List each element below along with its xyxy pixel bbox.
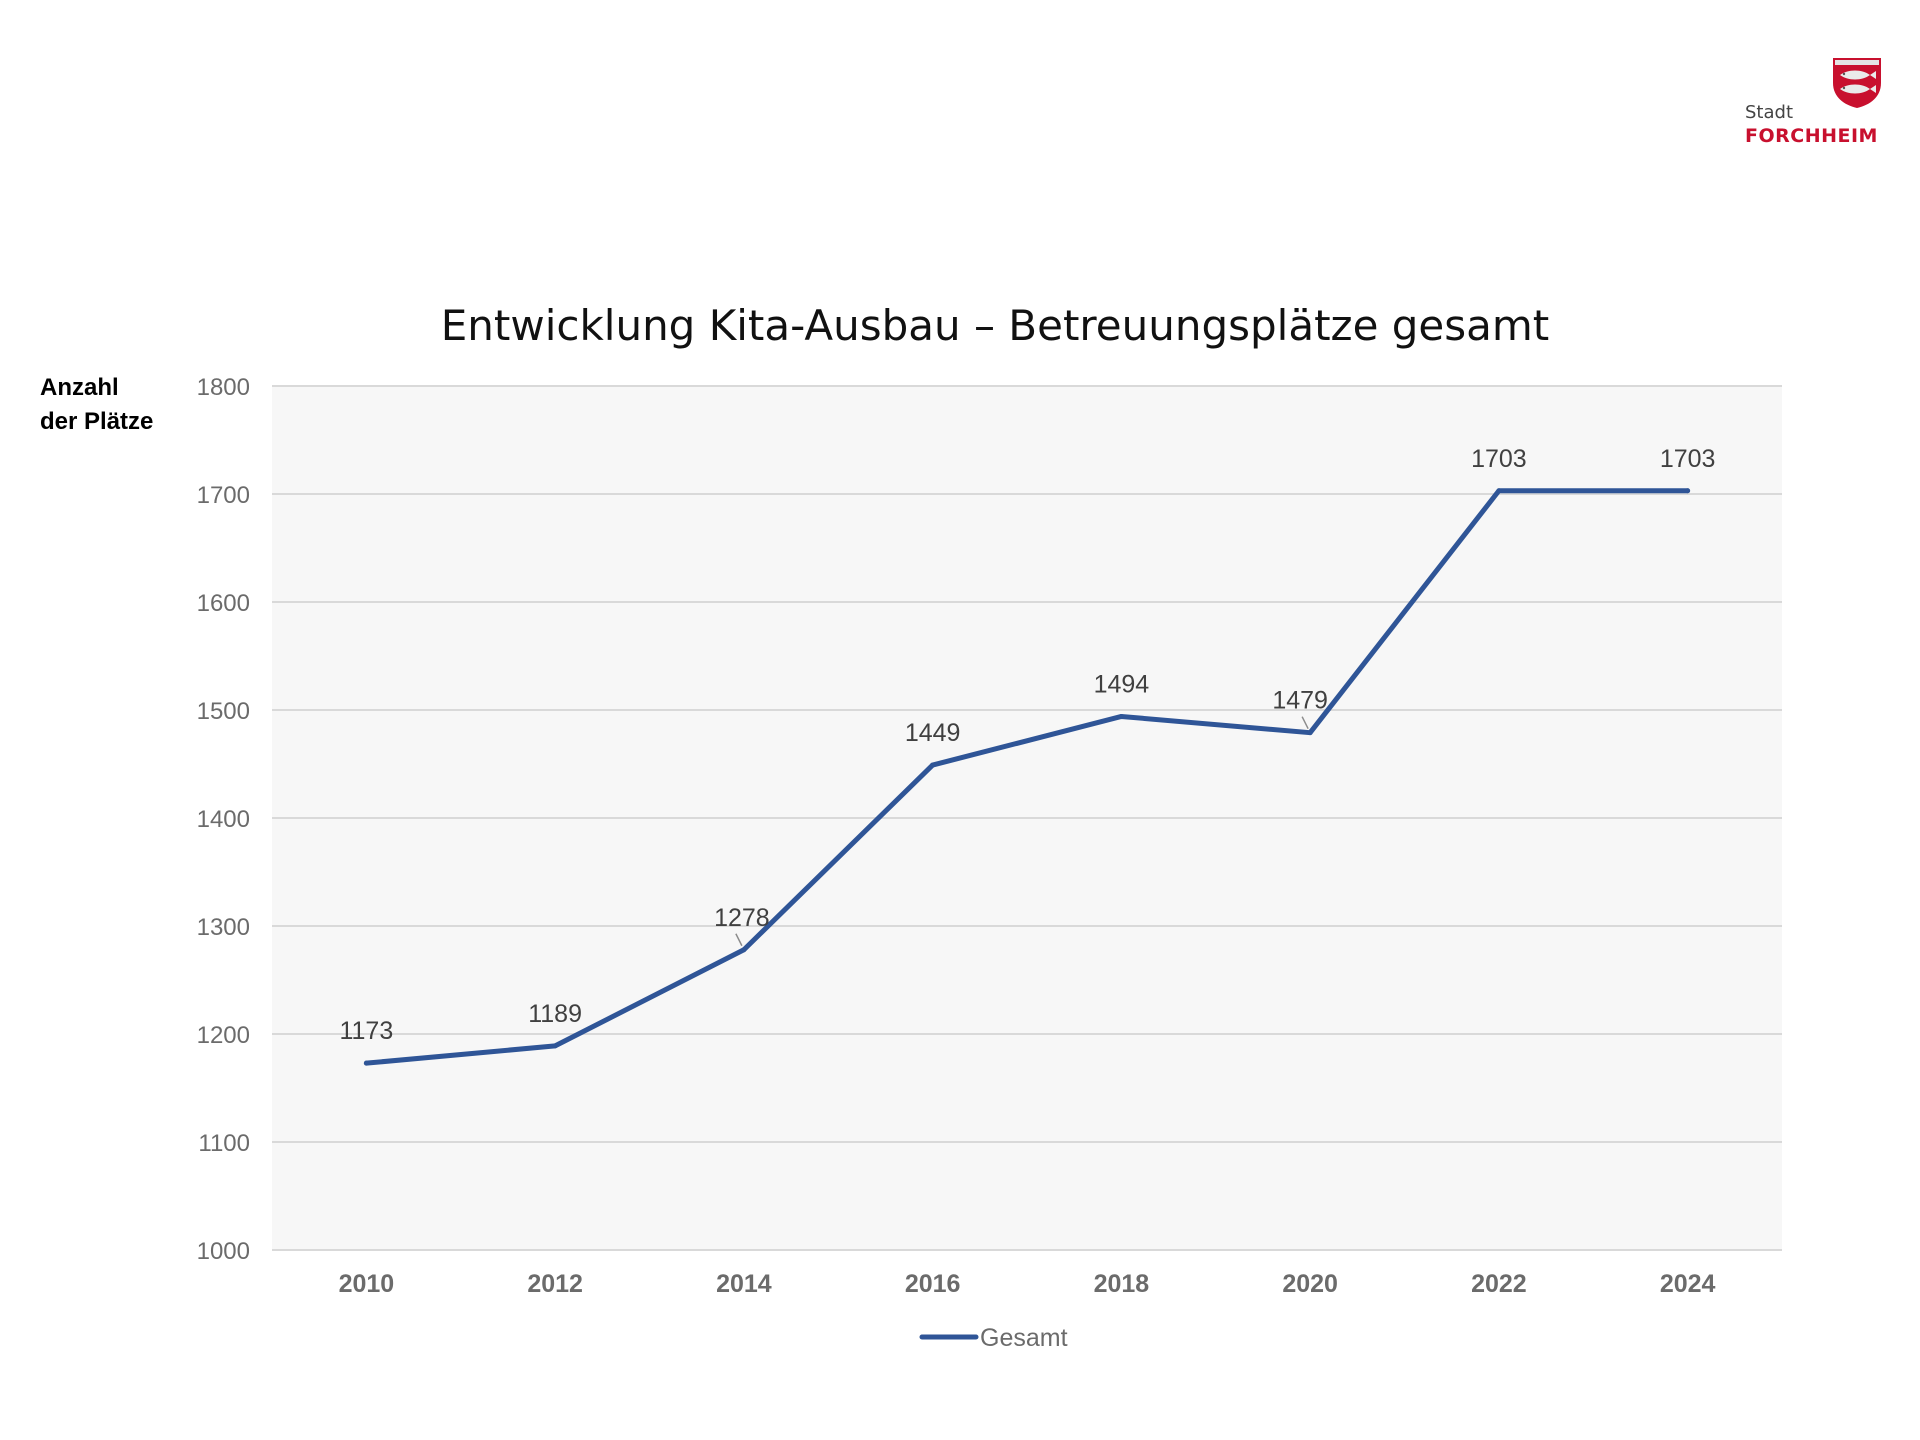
y-tick-label-1500: 1500 xyxy=(197,698,250,725)
y-axis-ticks: 1000 1100 1200 1300 1400 1500 1600 1700 1800 xyxy=(197,374,250,1265)
y-tick-label-1300: 1300 xyxy=(197,914,250,941)
data-point-2016 xyxy=(930,762,936,768)
gridlines xyxy=(272,385,1782,1251)
leader-line-2014 xyxy=(735,933,743,947)
series-lines xyxy=(363,488,1691,1066)
y-axis-label-line-1: Anzahl xyxy=(40,374,119,401)
x-axis-ticks: 2010 2012 2014 2016 2018 2020 2022 2024 xyxy=(339,1270,1716,1298)
x-tick-label-2016: 2016 xyxy=(905,1270,961,1298)
y-tick-label-1100: 1100 xyxy=(198,1130,250,1157)
data-label-2020: 1479 xyxy=(1272,687,1328,715)
data-point-2012 xyxy=(552,1043,558,1049)
y-tick-label-1000: 1000 xyxy=(197,1238,250,1265)
leader-line-2020 xyxy=(1301,716,1309,730)
y-tick-label-1600: 1600 xyxy=(197,590,250,617)
y-tick-label-1200: 1200 xyxy=(197,1022,250,1049)
y-tick-label-1400: 1400 xyxy=(197,806,250,833)
chart-title: Entwicklung Kita-Ausbau – Betreuungsplät… xyxy=(441,301,1550,350)
legend-label-gesamt: Gesamt xyxy=(980,1324,1068,1352)
x-tick-label-2014: 2014 xyxy=(716,1270,772,1298)
data-label-2012: 1189 xyxy=(528,1000,582,1028)
data-label-2022: 1703 xyxy=(1471,445,1527,473)
logo-city-name: FORCHHEIM xyxy=(1745,125,1878,147)
data-point-2010 xyxy=(363,1060,369,1066)
y-tick-label-1800: 1800 xyxy=(197,374,250,401)
logo-stadt-text: Stadt xyxy=(1745,102,1793,123)
data-point-2022 xyxy=(1496,488,1502,494)
x-tick-label-2010: 2010 xyxy=(339,1270,395,1298)
legend: Gesamt xyxy=(919,1324,1068,1352)
data-point-2024 xyxy=(1685,488,1691,494)
x-tick-label-2018: 2018 xyxy=(1094,1270,1150,1298)
data-label-2024: 1703 xyxy=(1660,445,1716,473)
data-labels: 1173 1189 1278 1449 1494 1479 1703 1703 xyxy=(339,445,1715,1045)
x-tick-label-2024: 2024 xyxy=(1660,1270,1716,1298)
data-label-leaders xyxy=(735,716,1309,947)
series-line-gesamt xyxy=(363,488,1691,1066)
data-label-2018: 1494 xyxy=(1094,670,1150,698)
data-point-2014 xyxy=(741,947,747,953)
data-label-2016: 1449 xyxy=(905,719,961,747)
y-tick-label-1700: 1700 xyxy=(197,482,250,509)
data-label-2014: 1278 xyxy=(714,904,770,932)
city-logo: Stadt FORCHHEIM xyxy=(1745,50,1895,160)
x-tick-label-2012: 2012 xyxy=(527,1270,583,1298)
x-tick-label-2020: 2020 xyxy=(1282,1270,1338,1298)
coat-of-arms-icon xyxy=(1833,58,1881,108)
y-axis-label-line-2: der Plätze xyxy=(40,408,153,435)
x-tick-label-2022: 2022 xyxy=(1471,1270,1527,1298)
data-point-2018 xyxy=(1118,713,1124,719)
data-point-2020 xyxy=(1307,730,1313,736)
y-axis-label: Anzahl der Plätze xyxy=(40,374,153,435)
data-label-2010: 1173 xyxy=(339,1017,393,1045)
